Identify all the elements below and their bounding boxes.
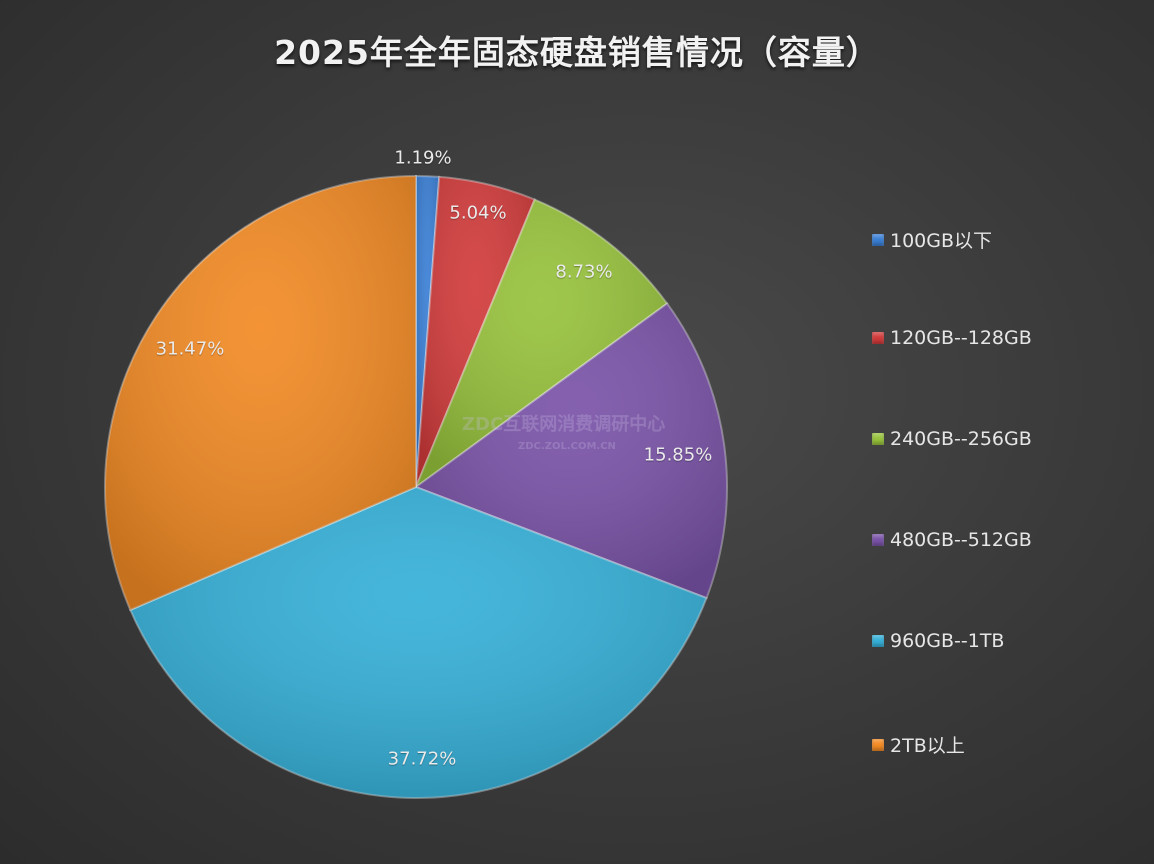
legend-label: 240GB--256GB	[890, 428, 1032, 450]
legend-swatch-icon	[872, 332, 884, 344]
slice-data-label: 31.47%	[155, 338, 225, 360]
legend-label: 480GB--512GB	[890, 529, 1032, 551]
pie-slice-shading	[130, 487, 707, 798]
pie-slice-shading	[105, 176, 416, 610]
legend-item-2tb: 2TB以上	[872, 731, 965, 758]
slice-data-label: 37.72%	[387, 748, 457, 770]
slice-data-label: 5.04%	[449, 202, 507, 224]
legend-item-512gb: 480GB--512GB	[872, 529, 1032, 551]
watermark-url: ZDC.ZOL.COM.CN	[518, 441, 616, 452]
slice-data-label: 1.19%	[394, 147, 452, 169]
legend-swatch-icon	[872, 534, 884, 546]
legend-item-100gb: 100GB以下	[872, 226, 992, 253]
pie-slice-shading	[416, 199, 668, 487]
legend-item-256gb: 240GB--256GB	[872, 428, 1032, 450]
pie-slice-shading	[416, 176, 440, 487]
watermark: ZDC互联网消费调研中心	[462, 414, 666, 435]
slice-data-label: 8.73%	[555, 261, 613, 283]
legend-swatch-icon	[872, 233, 884, 246]
legend-label: 100GB以下	[890, 230, 993, 252]
legend-swatch-icon	[872, 433, 884, 445]
legend-label: 960GB--1TB	[890, 630, 1005, 652]
legend-label: 120GB--128GB	[890, 327, 1032, 349]
legend-item-128gb: 120GB--128GB	[872, 327, 1032, 349]
legend-swatch-icon	[872, 635, 884, 647]
pie-slice-shading	[416, 176, 535, 487]
legend-item-1tb: 960GB--1TB	[872, 630, 1004, 652]
chart-title: 2025年全年固态硬盘销售情况（容量）	[274, 33, 880, 72]
slice-data-label: 15.85%	[643, 444, 713, 466]
legend-label: 2TB以上	[890, 735, 965, 757]
pie-slice-shading	[416, 303, 727, 599]
legend-swatch-icon	[872, 738, 884, 751]
